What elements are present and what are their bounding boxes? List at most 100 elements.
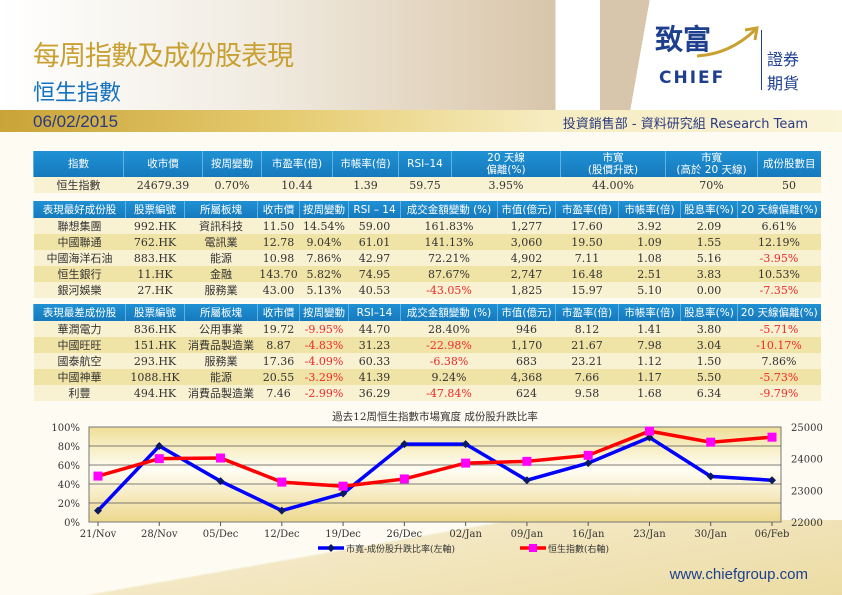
table-cell: -2.99% bbox=[299, 385, 349, 401]
table-cell: 11.50 bbox=[257, 218, 300, 234]
logo-chinese: 致富 bbox=[655, 23, 712, 56]
column-header: 市盈率(倍) bbox=[555, 304, 619, 321]
series-point-1 bbox=[338, 481, 348, 491]
table-cell: 23.21 bbox=[555, 353, 619, 369]
table-cell: 恒生指數 bbox=[33, 177, 124, 193]
table-cell: 60.33 bbox=[348, 353, 401, 369]
table-cell: 能源 bbox=[184, 369, 258, 385]
table-cell: 10.98 bbox=[257, 250, 300, 266]
series-point-0 bbox=[277, 506, 286, 515]
table-cell: 72.21% bbox=[400, 250, 498, 266]
column-header: 股息率(%) bbox=[680, 304, 738, 321]
table-cell: 9.04% bbox=[299, 234, 349, 250]
table-cell: 1.41 bbox=[618, 321, 681, 337]
table-cell: 6.34 bbox=[680, 385, 738, 401]
series-point-1 bbox=[277, 477, 287, 487]
series-point-1 bbox=[216, 453, 226, 463]
table-cell: 7.86% bbox=[299, 250, 349, 266]
table-cell: 1.55 bbox=[680, 234, 738, 250]
table-cell: -3.95% bbox=[737, 250, 821, 266]
table-cell: 141.13% bbox=[400, 234, 498, 250]
table-cell: 883.HK bbox=[125, 250, 185, 266]
table-header-row: 指數 收市價 按周變動 市盈率(倍) 市帳率(倍) RSI–14 20 天線 偏離(%) 市寬(… bbox=[33, 151, 821, 177]
logo-english: CHIEF bbox=[659, 68, 726, 88]
series-line-0 bbox=[96, 435, 773, 513]
table-cell: 10.44 bbox=[261, 177, 333, 193]
column-header: 成交金額變動 (%) bbox=[400, 201, 498, 218]
table-cell: 3.80 bbox=[680, 321, 738, 337]
table-cell: 金融 bbox=[184, 266, 258, 282]
table-cell: 服務業 bbox=[184, 282, 258, 298]
y-left-tick-label: 60% bbox=[58, 461, 80, 472]
x-tick-label: 23/Jan bbox=[633, 529, 666, 540]
table-row: 國泰航空 293.HK 服務業 17.36 -4.09% 60.33 -6.38% 683 23… bbox=[33, 353, 821, 369]
footer-url[interactable]: www.chiefgroup.com bbox=[669, 566, 808, 583]
table-cell: 公用事業 bbox=[184, 321, 258, 337]
x-tick-label: 30/Jan bbox=[694, 529, 727, 540]
column-header: 20 天線偏離(%) bbox=[737, 201, 821, 218]
table-cell: 43.00 bbox=[257, 282, 300, 298]
table-cell: 61.01 bbox=[348, 234, 401, 250]
series-point-1 bbox=[706, 437, 716, 447]
table-cell: -7.35% bbox=[737, 282, 821, 298]
table-cell: 8.12 bbox=[555, 321, 619, 337]
table-cell: 293.HK bbox=[125, 353, 185, 369]
table-cell: 683 bbox=[497, 353, 556, 369]
table-cell: 9.24% bbox=[400, 369, 498, 385]
x-tick-label: 09/Jan bbox=[511, 529, 544, 540]
column-header: 所屬板塊 bbox=[184, 201, 258, 218]
table-cell: 1.50 bbox=[680, 353, 738, 369]
y-right-tick-label: 22000 bbox=[791, 518, 823, 529]
column-header: 股息率(%) bbox=[680, 201, 738, 218]
table-cell: 87.67% bbox=[400, 266, 498, 282]
table-cell: 40.53 bbox=[348, 282, 401, 298]
table-cell: 7.86% bbox=[737, 353, 821, 369]
column-header: 按周變動 bbox=[299, 201, 349, 218]
table-cell: 1.17 bbox=[618, 369, 681, 385]
column-header: 成交金額變動 (%) bbox=[400, 304, 498, 321]
column-header: 20 天線偏離(%) bbox=[737, 304, 821, 321]
table-cell: 電訊業 bbox=[184, 234, 258, 250]
table-cell: 0.00 bbox=[680, 282, 738, 298]
legend-marker bbox=[327, 544, 335, 552]
table-cell: 15.97 bbox=[555, 282, 619, 298]
legend-label: 恒生指數(右軸) bbox=[548, 543, 609, 555]
x-tick-label: 12/Dec bbox=[264, 529, 300, 540]
legend-label: 市寬-成份股升跌比率(左軸) bbox=[346, 543, 455, 555]
table-cell: -43.05% bbox=[400, 282, 498, 298]
table-cell: 消費品製造業 bbox=[184, 385, 258, 401]
table-cell: 59.75 bbox=[398, 177, 452, 193]
y-left-tick-label: 40% bbox=[58, 480, 80, 491]
column-header: 股票編號 bbox=[125, 304, 185, 321]
table-cell: 資訊科技 bbox=[184, 218, 258, 234]
table-cell: -6.38% bbox=[400, 353, 498, 369]
column-header: 成份股數目 bbox=[757, 151, 821, 177]
table-cell: 41.39 bbox=[348, 369, 401, 385]
date-band bbox=[0, 110, 842, 132]
table-cell: 3.92 bbox=[618, 218, 681, 234]
table-cell: 19.72 bbox=[257, 321, 300, 337]
table-cell: 14.54% bbox=[299, 218, 349, 234]
table-cell: 836.HK bbox=[125, 321, 185, 337]
table-row: 聯想集團 992.HK 資訊科技 11.50 14.54% 59.00 161.83% 1,2… bbox=[33, 218, 821, 234]
x-tick-label: 21/Nov bbox=[80, 529, 117, 540]
table-cell: 27.HK bbox=[125, 282, 185, 298]
y-left-tick-label: 0% bbox=[64, 518, 80, 529]
table-cell: 7.46 bbox=[257, 385, 300, 401]
table-cell: 能源 bbox=[184, 250, 258, 266]
y-left-tick-label: 20% bbox=[58, 499, 80, 510]
table-row: 中國神華 1088.HK 能源 20.55 -3.29% 41.39 9.24% 4,368 7… bbox=[33, 369, 821, 385]
table-row: 恒生銀行 11.HK 金融 143.70 5.82% 74.95 87.67% 2,747 16… bbox=[33, 266, 821, 282]
index-table: 指數 收市價 按周變動 市盈率(倍) 市帳率(倍) RSI–14 20 天線 偏離(%) 市寬(… bbox=[33, 151, 821, 193]
plot-area bbox=[88, 426, 782, 523]
column-header: 收市價 bbox=[257, 201, 300, 218]
table-cell: 聯想集團 bbox=[33, 218, 126, 234]
table-cell: 1.39 bbox=[332, 177, 399, 193]
table-cell: 恒生銀行 bbox=[33, 266, 126, 282]
report-date: 06/02/2015 bbox=[33, 112, 119, 131]
table-cell: 3.95% bbox=[451, 177, 561, 193]
column-header: 指數 bbox=[33, 151, 124, 177]
table-cell: 中國神華 bbox=[33, 369, 126, 385]
table-cell: 50 bbox=[757, 177, 821, 193]
table-cell: 20.55 bbox=[257, 369, 300, 385]
